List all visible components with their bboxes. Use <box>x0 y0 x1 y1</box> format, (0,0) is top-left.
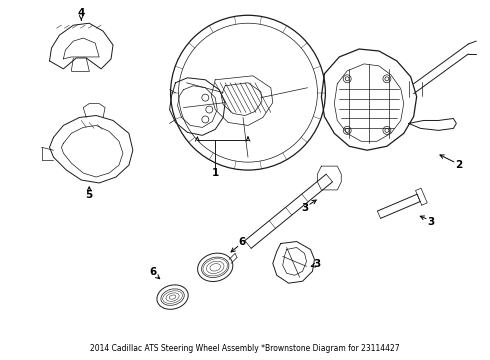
Text: 1: 1 <box>212 168 219 178</box>
Text: 6: 6 <box>149 267 156 277</box>
Text: 3: 3 <box>301 203 308 213</box>
Text: 6: 6 <box>239 237 245 247</box>
Text: 4: 4 <box>77 8 85 18</box>
Text: 3: 3 <box>427 217 434 227</box>
Text: 3: 3 <box>314 259 321 269</box>
Text: 2014 Cadillac ATS Steering Wheel Assembly *Brownstone Diagram for 23114427: 2014 Cadillac ATS Steering Wheel Assembl… <box>90 344 400 353</box>
Text: 2: 2 <box>455 160 462 170</box>
Text: 5: 5 <box>86 190 93 200</box>
